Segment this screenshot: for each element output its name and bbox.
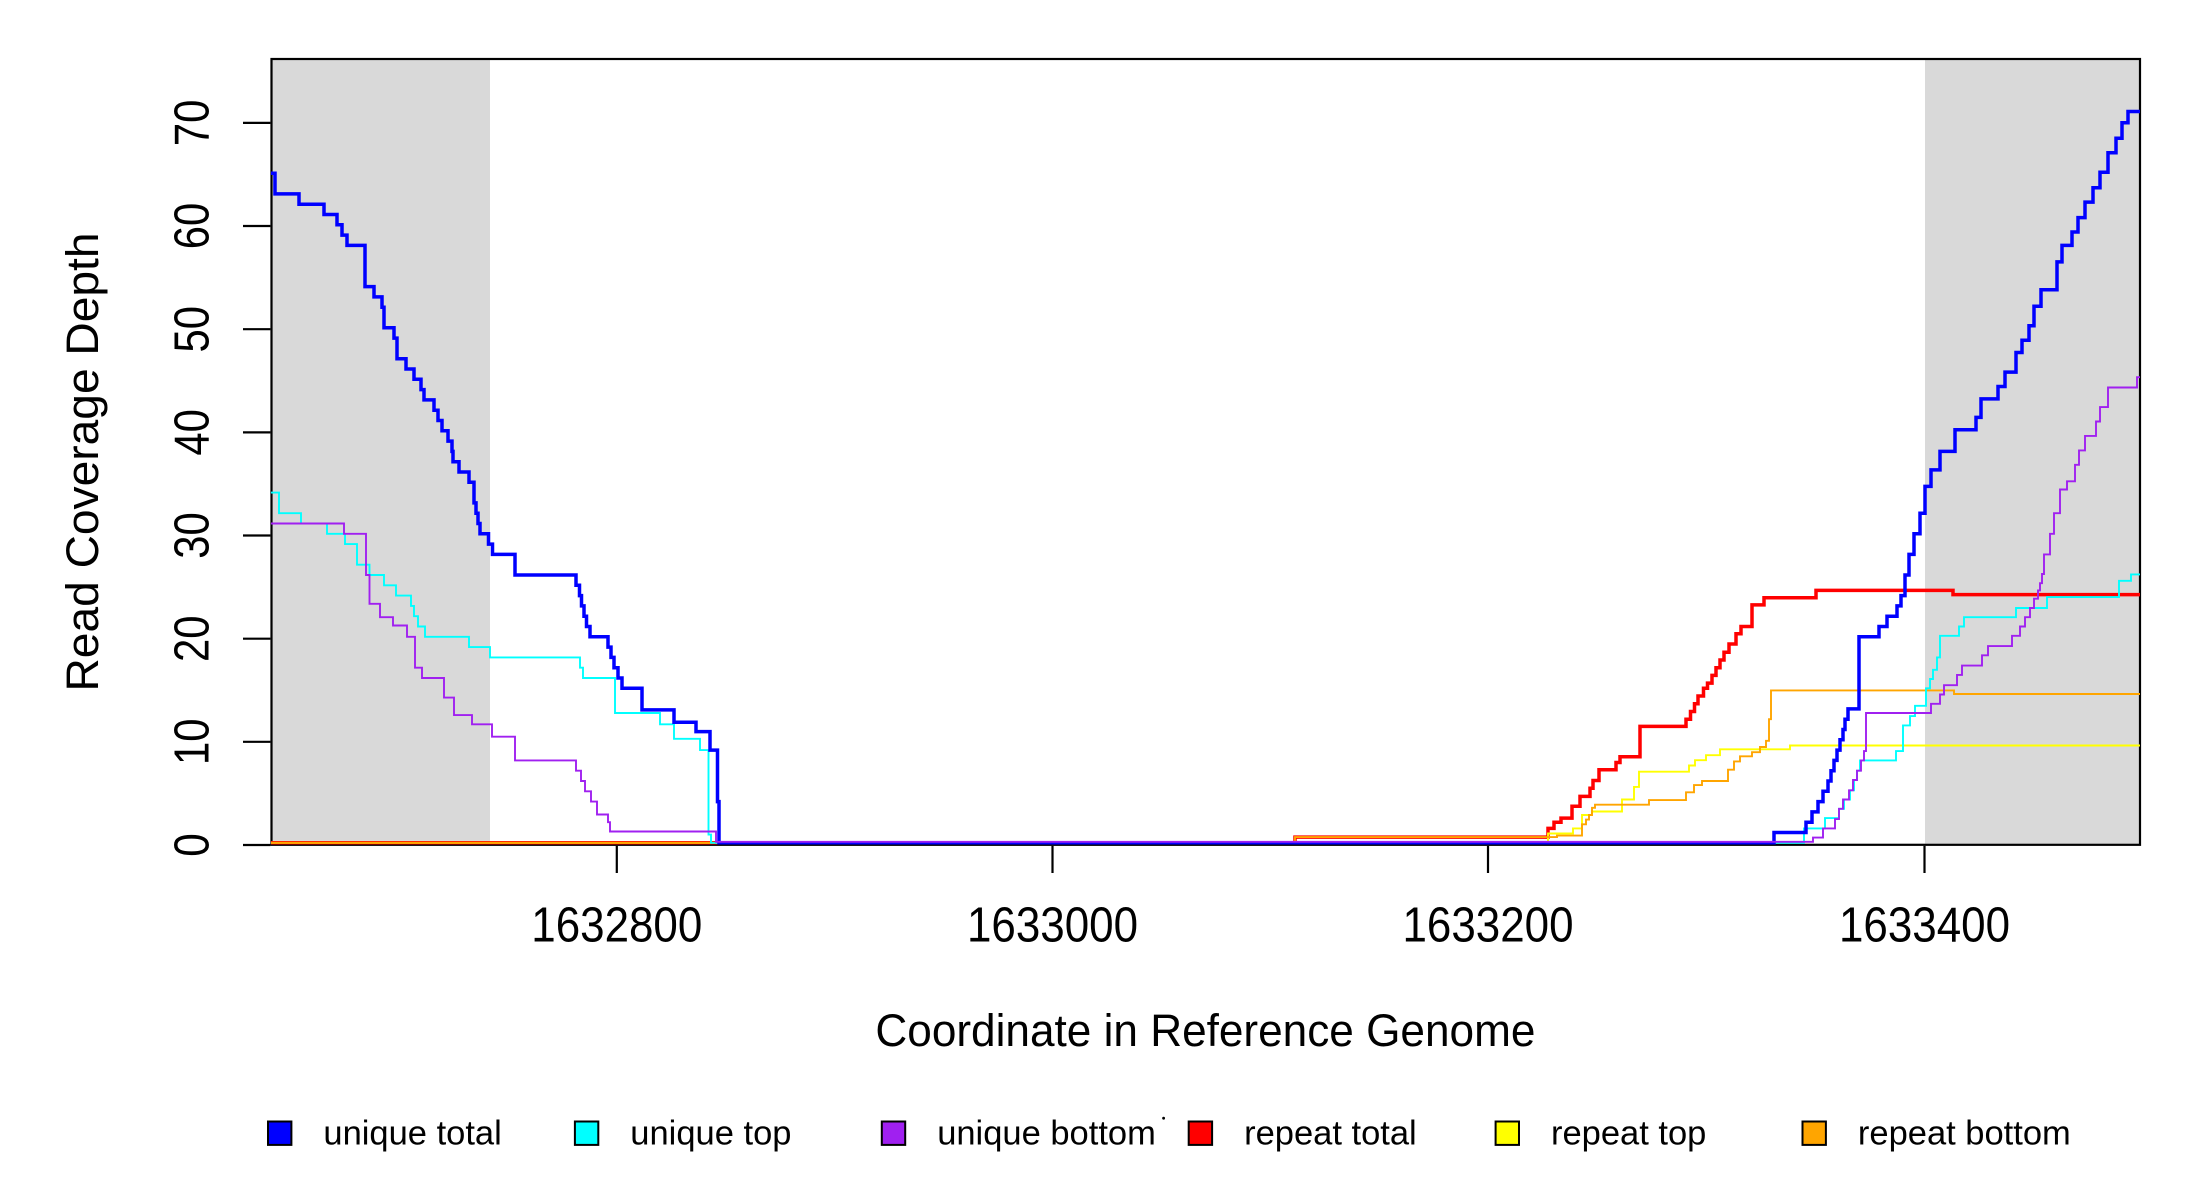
svg-text:repeat top: repeat top [1551, 1115, 1706, 1153]
svg-text:60: 60 [166, 203, 220, 250]
svg-text:unique top: unique top [630, 1115, 791, 1153]
svg-text:50: 50 [166, 306, 220, 353]
svg-text:0: 0 [166, 833, 220, 857]
svg-text:40: 40 [166, 409, 220, 456]
svg-text:repeat total: repeat total [1244, 1115, 1417, 1153]
svg-text:Coordinate in Reference Genome: Coordinate in Reference Genome [875, 1005, 1535, 1056]
svg-text:unique total: unique total [323, 1115, 501, 1153]
svg-text:1633400: 1633400 [1839, 899, 2010, 953]
svg-text:1633000: 1633000 [967, 899, 1138, 953]
svg-text:10: 10 [166, 719, 220, 766]
svg-text:Read Coverage Depth: Read Coverage Depth [57, 233, 108, 692]
svg-text:1633200: 1633200 [1403, 899, 1574, 953]
svg-text:unique bottom: unique bottom [937, 1115, 1156, 1153]
svg-text:70: 70 [166, 100, 220, 146]
svg-text:1632800: 1632800 [531, 899, 702, 953]
svg-text:repeat bottom: repeat bottom [1858, 1115, 2071, 1153]
svg-text:20: 20 [166, 615, 220, 662]
svg-text:30: 30 [166, 512, 220, 559]
